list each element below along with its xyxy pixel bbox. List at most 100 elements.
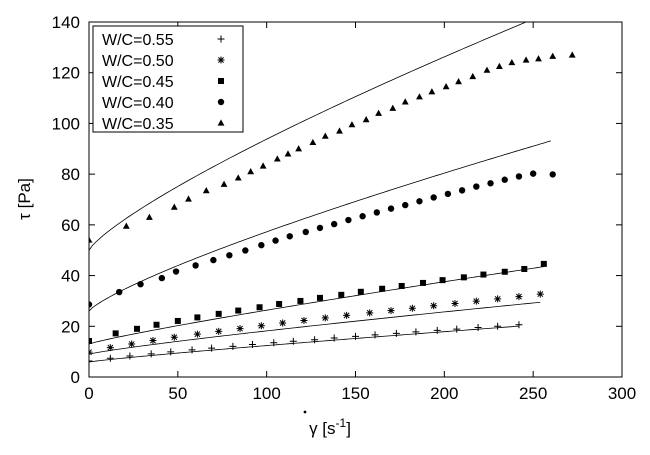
data-point — [487, 180, 494, 187]
data-point — [220, 180, 228, 187]
x-tick-label: 50 — [168, 384, 187, 403]
data-point — [549, 52, 557, 59]
y-tick-label: 120 — [52, 64, 80, 83]
data-point — [192, 262, 199, 269]
data-point — [330, 220, 338, 228]
data-point — [311, 336, 319, 344]
data-point — [188, 346, 196, 354]
fit-line — [89, 266, 544, 345]
data-point — [89, 236, 93, 243]
data-point — [256, 304, 263, 311]
data-point — [215, 327, 223, 335]
data-point — [122, 222, 130, 229]
data-point — [348, 121, 356, 128]
data-point — [147, 350, 155, 358]
data-point — [248, 341, 256, 349]
y-axis-title: τ [Pa] — [15, 178, 34, 220]
data-point — [362, 116, 370, 123]
data-point — [387, 205, 395, 212]
y-tick-label: 80 — [61, 165, 80, 184]
x-axis-unit-open: [s — [318, 419, 336, 438]
data-point — [392, 329, 400, 337]
data-point — [387, 307, 395, 315]
data-point — [316, 294, 323, 301]
data-point — [494, 322, 502, 330]
data-point — [272, 237, 279, 244]
data-point — [185, 195, 192, 202]
data-point — [359, 213, 366, 220]
data-point — [258, 241, 265, 249]
data-point — [234, 174, 242, 181]
fit-line — [89, 325, 519, 363]
gamma-dot — [303, 410, 307, 414]
data-point — [229, 342, 237, 350]
data-point — [153, 321, 160, 328]
legend-marker — [217, 119, 225, 126]
data-point — [300, 316, 308, 324]
data-point — [215, 310, 222, 317]
data-point — [309, 138, 317, 146]
data-point — [430, 302, 438, 310]
data-point — [379, 285, 386, 292]
data-point — [89, 301, 93, 308]
x-tick-label: 100 — [252, 384, 280, 403]
data-point — [89, 337, 92, 344]
data-point — [133, 325, 140, 332]
x-tick-label: 200 — [430, 384, 458, 403]
legend-label: W/C=0.55 — [102, 32, 174, 49]
data-point — [289, 337, 297, 345]
data-point — [174, 317, 181, 324]
data-point — [416, 93, 423, 100]
fit-line — [89, 140, 552, 312]
data-point — [89, 348, 93, 356]
data-point — [444, 190, 452, 198]
data-point — [522, 56, 530, 63]
data-point — [469, 72, 477, 80]
data-point — [210, 256, 217, 264]
data-point — [496, 62, 503, 69]
data-point — [193, 330, 201, 338]
data-point — [515, 173, 523, 180]
data-point — [226, 252, 233, 259]
data-point — [106, 354, 114, 362]
data-point — [535, 55, 542, 62]
data-point — [416, 198, 423, 205]
data-point — [501, 268, 508, 275]
legend-marker — [217, 35, 225, 43]
x-tick-label: 250 — [519, 384, 547, 403]
data-point — [357, 288, 364, 295]
data-point — [235, 307, 242, 314]
x-axis-title: γ [s-1] — [303, 410, 351, 438]
data-point — [112, 330, 119, 337]
y-tick-label: 0 — [71, 368, 80, 387]
data-point — [473, 183, 480, 190]
data-point — [401, 98, 409, 105]
data-point — [286, 233, 293, 240]
data-point — [373, 209, 381, 216]
data-point — [508, 58, 516, 66]
data-point — [202, 187, 210, 194]
data-point — [106, 344, 114, 352]
data-point — [170, 203, 178, 210]
fit-line — [89, 22, 528, 251]
data-point — [128, 340, 136, 348]
data-point — [412, 328, 420, 336]
data-point — [515, 293, 523, 301]
series-1 — [89, 321, 523, 365]
data-point — [167, 348, 175, 356]
data-point — [389, 104, 397, 111]
data-point — [453, 325, 461, 333]
x-axis-unit-exponent: -1 — [336, 416, 347, 430]
data-point — [284, 150, 292, 157]
legend-label: W/C=0.35 — [102, 116, 174, 133]
axis-ticks: 0 50 100 150 200 250 300 0 20 40 60 80 100 120 140 — [52, 13, 637, 403]
data-point — [89, 357, 93, 365]
data-point — [276, 300, 283, 307]
legend-marker — [218, 78, 224, 84]
data-point — [302, 228, 309, 236]
data-point — [375, 109, 382, 116]
x-tick-label: 0 — [84, 384, 93, 403]
legend-label: W/C=0.50 — [102, 53, 174, 70]
series-3 — [89, 260, 547, 345]
